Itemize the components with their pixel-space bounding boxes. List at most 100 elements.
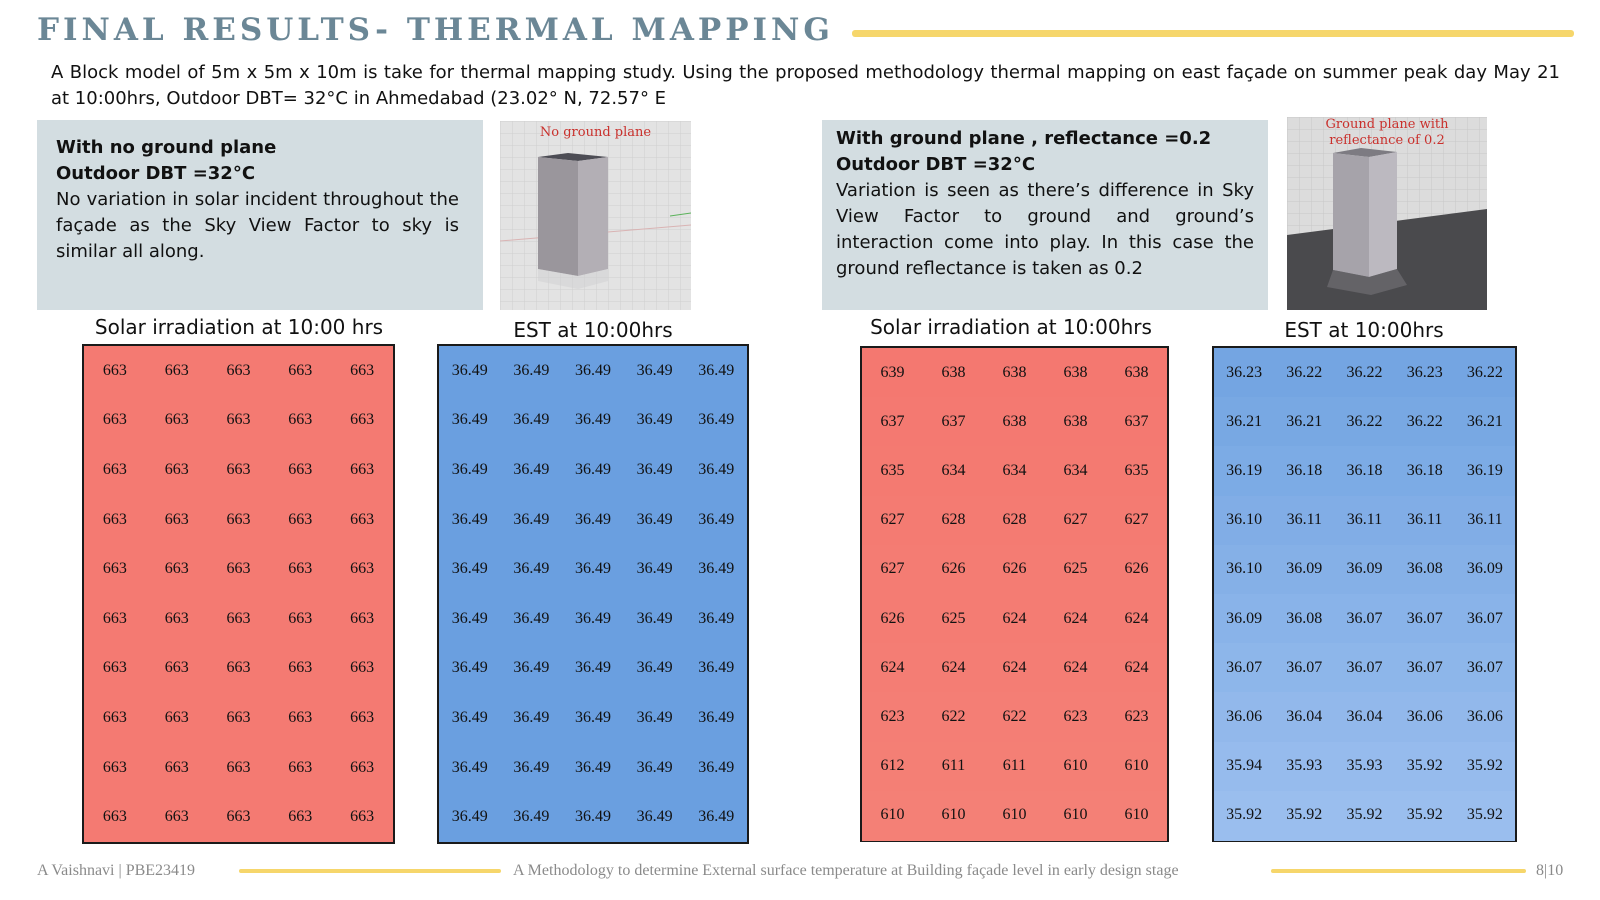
grid-cell: 36.07 <box>1406 658 1443 676</box>
right-irradiation-grid: 639 638 638 638 638 637 637 638 638 637 635 634 634 6… <box>860 346 1169 842</box>
grid-cell: 638 <box>1063 363 1088 381</box>
grid-cell: 36.49 <box>636 411 673 429</box>
grid-cell: 628 <box>1002 511 1027 529</box>
block-model-render <box>500 121 691 310</box>
grid-cell: 36.07 <box>1346 609 1383 627</box>
grid-cell: 623 <box>1063 708 1088 725</box>
grid-cell: 634 <box>941 462 966 479</box>
grid-cell: 663 <box>350 510 375 528</box>
left-info-text: With no ground plane Outdoor DBT =32°C N… <box>56 135 459 265</box>
grid-cell: 36.49 <box>636 709 673 726</box>
grid-cell: 610 <box>1002 806 1027 824</box>
grid-row-band <box>862 397 1167 448</box>
grid-cell: 610 <box>880 806 905 824</box>
grid-cell: 36.11 <box>1467 511 1503 529</box>
grid-cell: 36.08 <box>1406 560 1443 578</box>
grid-cell: 36.49 <box>698 361 735 379</box>
left-description: No variation in solar incident throughou… <box>56 189 459 262</box>
grid-cell: 36.49 <box>575 560 611 578</box>
grid-cell: 36.18 <box>1346 462 1383 479</box>
grid-cell: 663 <box>288 461 313 478</box>
grid-cell: 624 <box>1063 609 1088 627</box>
grid-cell: 36.49 <box>513 609 550 627</box>
grid-cell: 610 <box>1063 806 1088 824</box>
grid-cell: 663 <box>164 510 189 528</box>
grid-cell: 627 <box>880 511 905 529</box>
grid-cell: 36.11 <box>1346 511 1383 529</box>
grid-row-band <box>1214 643 1515 694</box>
grid-row-band <box>1214 397 1515 448</box>
grid-cell: 663 <box>164 808 189 826</box>
left-irradiation-grid: 663 663 663 663 663 663 663 663 663 663 663 663 663 6… <box>82 344 395 844</box>
grid-cell: 663 <box>288 361 313 379</box>
grid-cell: 36.49 <box>451 758 488 776</box>
grid-cell: 36.49 <box>698 758 735 776</box>
grid-row-band <box>1214 594 1515 645</box>
grid-cell: 36.04 <box>1346 708 1383 725</box>
grid-cell: 36.49 <box>513 758 550 776</box>
grid-cell: 36.49 <box>451 609 488 627</box>
grid-cell: 663 <box>226 758 251 776</box>
grid-cell: 35.92 <box>1466 806 1503 824</box>
grid-cell: 638 <box>1002 412 1027 430</box>
grid-cell: 35.92 <box>1406 806 1443 824</box>
grid-row-band <box>1214 790 1515 841</box>
grid-cell: 36.18 <box>1406 462 1443 479</box>
grid-cell: 635 <box>880 462 905 479</box>
grid-cell: 610 <box>1124 757 1149 775</box>
grid-cell: 663 <box>102 709 127 726</box>
grid-cell: 36.49 <box>451 659 488 677</box>
grid-cell: 663 <box>164 609 189 627</box>
left-est-title: EST at 10:00hrs <box>513 318 673 342</box>
footer-author: A Vaishnavi | PBE23419 <box>37 862 196 879</box>
right-info-text: With ground plane , reflectance =0.2 Out… <box>836 126 1254 282</box>
grid-cell: 639 <box>880 363 905 381</box>
grid-cell: 663 <box>288 609 313 627</box>
grid-cell: 663 <box>350 560 375 578</box>
grid-cell: 36.49 <box>451 361 488 379</box>
grid-cell: 36.07 <box>1346 658 1383 676</box>
grid-row-band <box>862 741 1167 792</box>
grid-cell: 36.08 <box>1286 609 1323 627</box>
grid-cell: 36.49 <box>698 560 735 578</box>
grid-cell: 638 <box>1063 412 1088 430</box>
grid-cell: 626 <box>880 609 905 627</box>
grid-cell: 36.49 <box>575 659 611 677</box>
ground-plane-model-image: Ground plane with reflectance of 0.2 <box>1287 117 1487 310</box>
left-est-grid: 36.49 36.49 36.49 36.49 36.49 36.49 36.49 36.49… <box>437 344 749 844</box>
grid-cell: 634 <box>1063 462 1088 479</box>
grid-cell: 624 <box>1002 658 1027 676</box>
grid-cell: 36.07 <box>1466 609 1503 627</box>
grid-cell: 663 <box>102 609 127 627</box>
grid-cell: 627 <box>1124 511 1149 529</box>
grid-cell: 36.49 <box>698 411 735 429</box>
grid-cell: 36.49 <box>451 461 488 478</box>
block-model-render-ground <box>1287 117 1487 310</box>
grid-cell: 36.49 <box>575 510 611 528</box>
grid-cell: 663 <box>102 560 127 578</box>
grid-cell: 36.49 <box>636 808 673 826</box>
grid-cell: 663 <box>350 709 375 726</box>
right-est-grid: 36.23 36.22 36.22 36.23 36.22 36.21 36.21 36.22… <box>1212 346 1517 842</box>
right-est-title: EST at 10:00hrs <box>1284 318 1444 342</box>
grid-cell: 663 <box>288 659 313 677</box>
grid-cell: 36.49 <box>513 659 550 677</box>
grid-cell: 622 <box>1002 708 1027 725</box>
grid-cell: 663 <box>164 461 189 478</box>
grid-row-band <box>862 692 1167 743</box>
grid-cell: 663 <box>102 659 127 677</box>
grid-cell: 36.49 <box>575 808 611 826</box>
grid-cell: 36.49 <box>451 808 488 826</box>
grid-cell: 626 <box>941 560 966 578</box>
grid-row-band <box>862 544 1167 595</box>
grid-cell: 36.49 <box>698 461 735 478</box>
grid-cell: 663 <box>102 361 127 379</box>
grid-cell: 626 <box>1002 560 1027 578</box>
footer-subtitle: A Methodology to determine External surf… <box>513 862 1179 879</box>
grid-cell: 663 <box>350 758 375 776</box>
grid-cell: 35.92 <box>1286 806 1323 824</box>
grid-cell: 624 <box>1124 609 1149 627</box>
grid-cell: 622 <box>941 708 966 725</box>
grid-cell: 625 <box>941 609 966 627</box>
grid-cell: 36.07 <box>1286 658 1323 676</box>
